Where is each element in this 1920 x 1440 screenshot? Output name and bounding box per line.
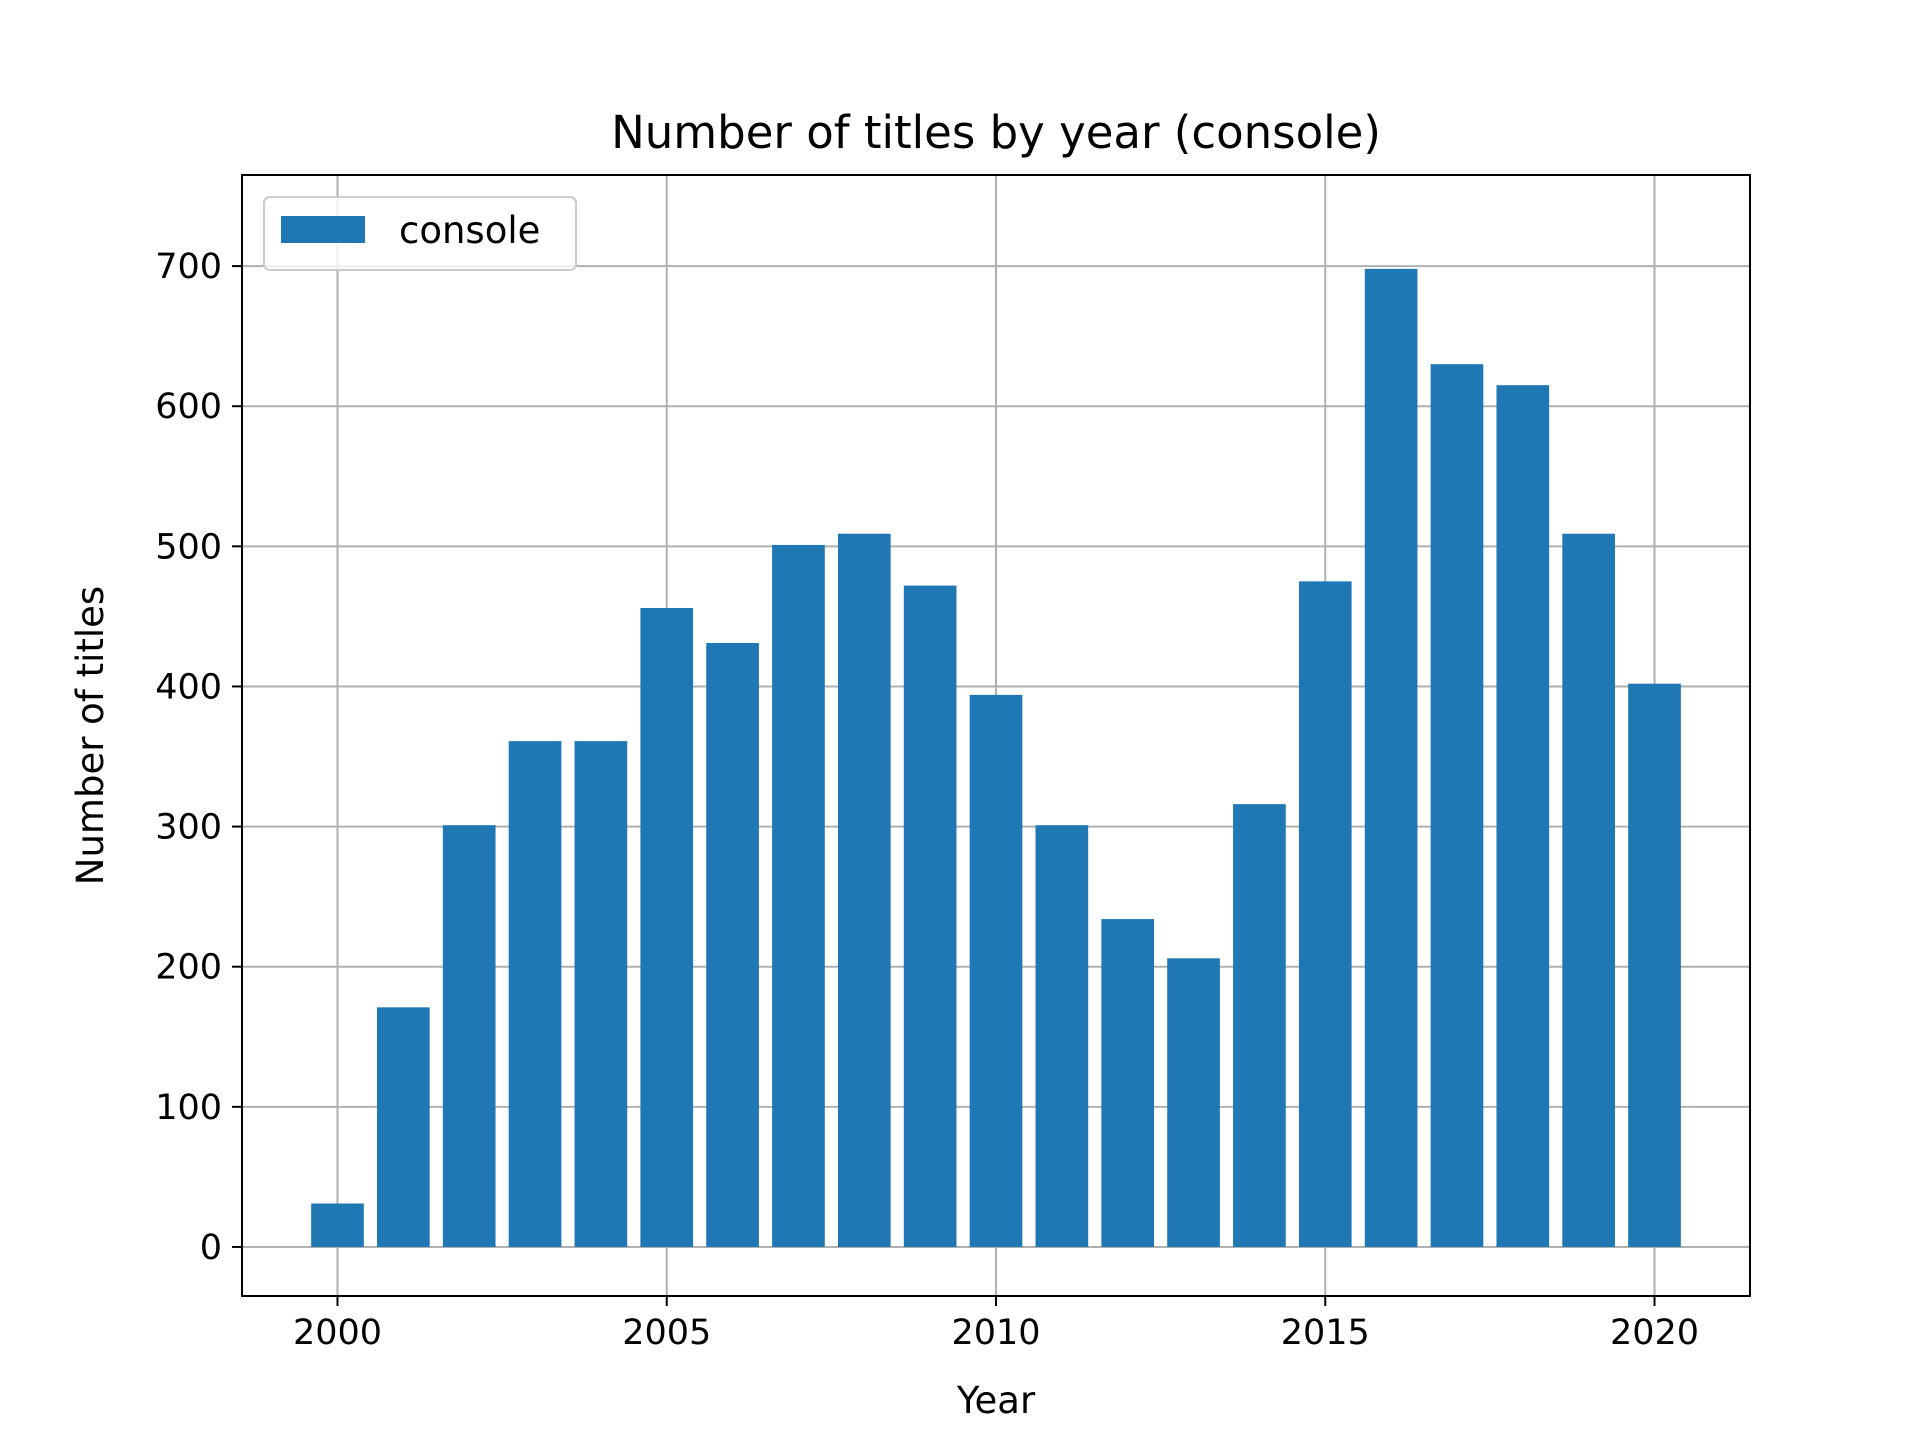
- bar-2019: [1562, 533, 1616, 1247]
- bar-2002: [442, 825, 496, 1247]
- bar-2015: [1298, 581, 1352, 1247]
- bar-2010: [969, 694, 1023, 1247]
- y-tick-label: 400: [155, 667, 222, 707]
- x-axis-title: Year: [956, 1379, 1036, 1422]
- y-tick-label: 700: [155, 247, 222, 287]
- y-tick-label: 500: [155, 527, 222, 567]
- y-tick-label: 0: [200, 1228, 222, 1268]
- bar-2001: [376, 1007, 430, 1247]
- y-axis-title: Number of titles: [69, 586, 112, 885]
- legend-swatch-console: [281, 216, 365, 243]
- y-tick-label: 300: [155, 808, 222, 848]
- y-tick-label: 600: [155, 387, 222, 427]
- bar-2005: [640, 607, 694, 1247]
- x-tick-label: 2010: [951, 1313, 1040, 1353]
- bar-2016: [1364, 268, 1418, 1247]
- axis-ticks: 2000 2005 2010 2015 2020 0 100 200 300 400 500 600 7…: [155, 247, 1699, 1353]
- x-tick-label: 2005: [622, 1313, 711, 1353]
- bar-2004: [574, 741, 628, 1247]
- x-tick-label: 2020: [1610, 1313, 1699, 1353]
- bar-2003: [508, 741, 562, 1247]
- legend-label-console: console: [399, 209, 540, 252]
- bar-2007: [772, 544, 825, 1247]
- bar-2008: [837, 533, 891, 1247]
- x-tick-label: 2015: [1281, 1313, 1370, 1353]
- y-tick-label: 100: [155, 1088, 222, 1128]
- bar-2013: [1167, 958, 1220, 1247]
- bar-2012: [1101, 919, 1155, 1247]
- legend-box: [263, 196, 577, 271]
- bar-2018: [1496, 385, 1550, 1247]
- bar-2009: [903, 585, 957, 1247]
- y-tick-label: 200: [155, 948, 222, 988]
- chart-title: Number of titles by year (console): [611, 106, 1381, 159]
- bar-2020: [1628, 683, 1681, 1247]
- bar-2014: [1233, 804, 1286, 1247]
- bar-2000: [311, 1203, 364, 1247]
- bars: [311, 268, 1681, 1247]
- x-tick-label: 2000: [293, 1313, 382, 1353]
- bar-2017: [1430, 364, 1484, 1247]
- legend: console: [263, 196, 577, 271]
- bar-2006: [706, 643, 759, 1247]
- bar-2011: [1035, 825, 1089, 1247]
